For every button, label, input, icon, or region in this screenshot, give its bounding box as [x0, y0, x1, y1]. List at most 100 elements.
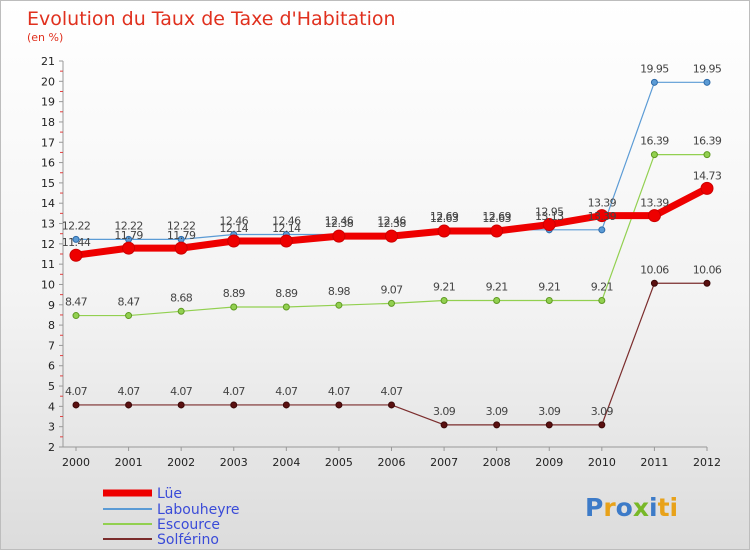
data-point	[174, 241, 188, 255]
data-point	[177, 307, 185, 315]
data-label: 12.69	[482, 210, 511, 223]
data-label: 10.06	[640, 263, 669, 276]
chart-title: Evolution du Taux de Taxe d'Habitation	[27, 8, 396, 30]
data-label: 4.07	[275, 385, 298, 398]
logo-letter: x	[633, 493, 649, 522]
data-point	[385, 229, 398, 243]
data-label: 14.73	[693, 169, 722, 182]
data-label: 4.07	[118, 385, 141, 398]
data-label: 8.68	[170, 291, 193, 304]
data-point	[279, 234, 293, 248]
data-label: 4.07	[223, 385, 246, 398]
legend-label: Solférino	[157, 532, 219, 548]
data-point	[122, 241, 136, 255]
data-point	[335, 301, 343, 309]
data-point	[493, 421, 501, 429]
data-point	[282, 303, 290, 311]
data-label: 16.39	[693, 135, 722, 148]
data-point	[230, 303, 238, 311]
y-tick-label: 21	[41, 55, 55, 68]
y-tick-label: 13	[41, 218, 55, 231]
x-tick-label: 2007	[430, 456, 458, 469]
data-point	[437, 224, 451, 238]
x-tick-label: 2005	[325, 456, 353, 469]
series-0	[69, 181, 714, 262]
x-tick-label: 2001	[115, 456, 143, 469]
data-point	[703, 78, 711, 86]
data-point	[545, 421, 553, 429]
x-tick-label: 2000	[62, 456, 90, 469]
logo-letter: i	[649, 493, 658, 522]
x-tick-label: 2002	[167, 456, 195, 469]
data-label: 8.47	[65, 296, 88, 309]
data-label: 13.39	[588, 197, 617, 210]
data-point	[230, 401, 238, 409]
data-point	[703, 279, 711, 287]
data-label: 19.95	[640, 62, 669, 75]
data-label: 12.69	[430, 210, 459, 223]
y-tick-label: 14	[41, 197, 55, 210]
y-tick-label: 10	[41, 278, 55, 291]
data-point	[650, 151, 658, 159]
data-label: 12.46	[220, 214, 249, 227]
data-point	[335, 401, 343, 409]
proxiti-logo: Proxiti	[585, 493, 678, 522]
data-point	[490, 224, 504, 238]
logo-letter: t	[658, 493, 670, 522]
data-label: 11.44	[62, 236, 91, 249]
logo-letter: i	[670, 493, 679, 522]
y-tick-label: 3	[48, 421, 55, 434]
y-tick-label: 6	[48, 360, 55, 373]
data-point	[493, 297, 501, 305]
legend-label: Escource	[157, 517, 220, 533]
data-label: 9.21	[538, 281, 560, 294]
data-label: 9.21	[591, 281, 613, 294]
data-label: 4.07	[65, 385, 88, 398]
x-tick-label: 2009	[535, 456, 563, 469]
data-point	[125, 312, 133, 320]
data-point	[542, 218, 556, 232]
data-point	[440, 297, 448, 305]
y-tick-label: 5	[48, 380, 55, 393]
data-point	[598, 421, 606, 429]
data-label: 13.13	[535, 210, 564, 223]
y-tick-label: 19	[41, 96, 55, 109]
x-tick-label: 2010	[588, 456, 616, 469]
y-tick-label: 18	[41, 116, 55, 129]
data-label: 12.63	[430, 212, 459, 225]
y-tick-label: 20	[41, 75, 55, 88]
data-label: 12.38	[377, 217, 406, 230]
data-label: 19.95	[693, 62, 722, 75]
data-point	[598, 297, 606, 305]
data-point	[598, 226, 606, 234]
data-label: 12.46	[272, 214, 301, 227]
data-label: 8.89	[223, 287, 246, 300]
data-label: 3.09	[433, 405, 456, 418]
data-label: 12.63	[482, 212, 511, 225]
x-tick-label: 2008	[483, 456, 511, 469]
data-point	[650, 78, 658, 86]
data-labels-2: 8.47 8.47 8.68 8.89 8.89 8.98 9.07 9.21 9.21 9.21…	[65, 135, 722, 309]
y-tick-label: 2	[48, 441, 55, 454]
data-label: 16.39	[640, 135, 669, 148]
y-tick-label: 17	[41, 136, 55, 149]
y-tick-label: 11	[41, 258, 55, 271]
data-point	[69, 248, 83, 262]
data-label: 12.14	[220, 222, 249, 235]
data-point	[388, 299, 395, 307]
data-label: 4.07	[170, 385, 193, 398]
data-label: 8.47	[118, 296, 141, 309]
legend-label: Labouheyre	[157, 502, 240, 518]
logo-letter: P	[585, 493, 603, 522]
data-point	[282, 401, 290, 409]
x-tick-label: 2011	[640, 456, 668, 469]
y-tick-label: 7	[48, 339, 55, 352]
data-point	[72, 312, 80, 320]
data-label: 12.46	[377, 214, 406, 227]
data-point	[647, 209, 661, 223]
data-point	[545, 297, 553, 305]
data-label: 8.98	[328, 285, 351, 298]
y-tick-label: 8	[48, 319, 55, 332]
data-label: 11.79	[114, 229, 143, 242]
data-point	[72, 235, 80, 243]
